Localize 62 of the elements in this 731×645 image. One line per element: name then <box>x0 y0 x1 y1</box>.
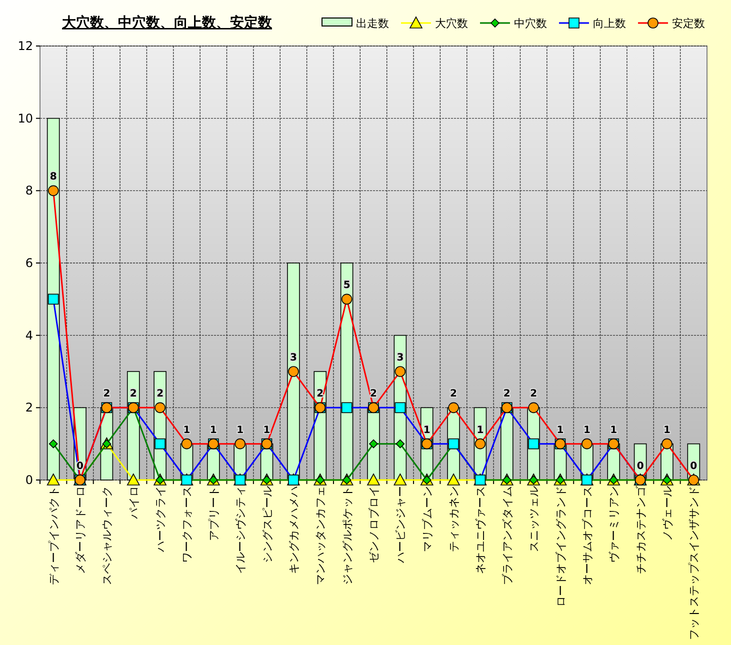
data-label: 3 <box>290 352 297 364</box>
data-label: 2 <box>130 388 137 400</box>
y-tick-label: 6 <box>25 256 33 270</box>
data-label: 1 <box>236 424 244 436</box>
x-tick-label: シングスピール <box>260 486 274 563</box>
x-tick-label: パイロ <box>127 486 140 520</box>
data-label: 1 <box>583 424 590 436</box>
legend-label: 中穴数 <box>514 17 547 30</box>
data-label: 1 <box>663 424 670 436</box>
legend-label: 安定数 <box>672 17 705 30</box>
data-label: 1 <box>263 424 270 436</box>
x-tick-label: キングカメハメハ <box>287 486 300 574</box>
legend-label: 大穴数 <box>435 17 468 30</box>
x-tick-label: ネオユニヴァース <box>474 486 488 574</box>
x-tick-label: イルーシヴシティ <box>234 486 248 574</box>
y-tick-label: 12 <box>18 39 33 53</box>
chart-title: 大穴数、中穴数、向上数、安定数 <box>62 14 273 31</box>
x-tick-label: ロードオブイングランド <box>554 486 568 607</box>
x-tick-label: ブライアンズタイム <box>500 486 514 585</box>
x-tick-label: ジャングルポケット <box>340 486 354 585</box>
data-label: 1 <box>610 424 618 436</box>
x-tick-label: ハーツクライ <box>154 486 168 553</box>
data-label: 1 <box>183 424 190 436</box>
data-label: 0 <box>636 461 644 472</box>
data-label: 2 <box>450 388 458 400</box>
x-tick-label: スペシャルウィーク <box>100 486 114 585</box>
data-label: 1 <box>423 424 430 436</box>
x-tick-label: ハービンジャー <box>394 486 408 564</box>
x-tick-label: ノヴェール <box>660 486 674 541</box>
data-label: 2 <box>316 388 324 400</box>
x-tick-label: スニッツェル <box>528 486 541 552</box>
y-tick-label: 8 <box>25 184 33 198</box>
legend-label: 出走数 <box>356 17 389 30</box>
x-tick-label: ワークフォース <box>180 486 194 563</box>
x-tick-label: フットステップスインザサンド <box>688 486 701 640</box>
data-label: 0 <box>690 461 698 472</box>
data-label: 1 <box>210 424 217 436</box>
y-tick-label: 10 <box>18 111 33 126</box>
data-label: 2 <box>370 388 378 400</box>
x-tick-label: チチカステナンゴ <box>634 485 648 574</box>
data-label: 2 <box>156 388 164 400</box>
x-tick-label: マンハッタンカフェ <box>314 486 328 585</box>
data-label: 2 <box>503 388 510 400</box>
x-tick-label: マリブムーン <box>420 486 434 552</box>
x-tick-label: メダーリアドーロ <box>74 486 88 574</box>
data-label: 1 <box>476 424 484 436</box>
data-label: 3 <box>396 352 404 364</box>
y-tick-label: 2 <box>25 400 33 415</box>
data-label: 2 <box>530 388 538 400</box>
x-tick-label: ディープインパクト <box>47 486 60 585</box>
x-tick-label: オーサムオブコース <box>580 486 594 585</box>
data-label: 8 <box>50 172 57 183</box>
data-label: 5 <box>343 280 350 292</box>
data-label: 1 <box>556 424 564 436</box>
legend-label: 向上数 <box>593 17 626 30</box>
x-tick-label: ゼンノロブロイ <box>368 486 380 563</box>
x-tick-label: ヴァーミリアン <box>608 486 621 563</box>
x-tick-label: ティッカネン <box>448 486 461 552</box>
data-label: 2 <box>103 388 110 400</box>
y-tick-label: 0 <box>25 473 33 487</box>
x-tick-label: アプリート <box>207 486 220 541</box>
y-tick-label: 4 <box>25 328 33 342</box>
